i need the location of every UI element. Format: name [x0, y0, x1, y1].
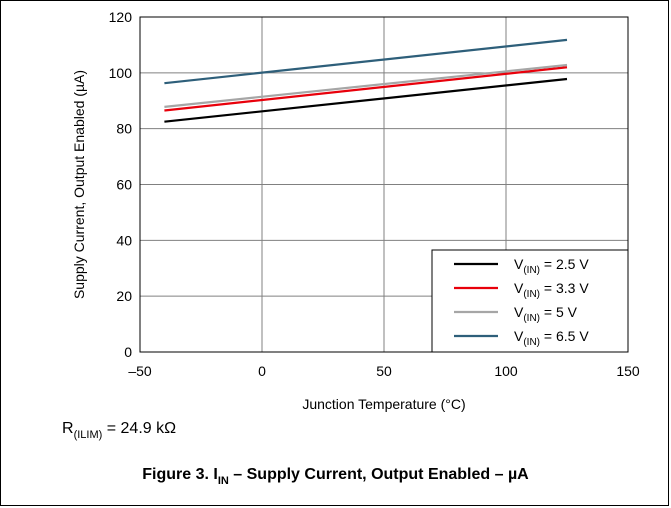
- caption-suffix: – Supply Current, Output Enabled – µA: [228, 466, 529, 483]
- y-tick-labels: 0 20 40 60 80 100 120: [109, 9, 133, 360]
- legend-label: V(IN) = 3.3 V: [514, 280, 589, 300]
- chart: –50 0 50 100 150 0 20 40 60 80 100 120 Junction Te…: [71, 9, 640, 412]
- note-symbol: R: [62, 420, 74, 437]
- y-tick-label: 20: [116, 288, 132, 304]
- y-tick-label: 120: [109, 9, 133, 25]
- legend-label: V(IN) = 5 V: [514, 304, 578, 324]
- series-line: [164, 63, 568, 108]
- caption-subscript: IN: [217, 475, 229, 487]
- legend-label: V(IN) = 6.5 V: [514, 328, 589, 348]
- y-tick-label: 0: [124, 344, 132, 360]
- x-tick-label: 50: [376, 363, 392, 379]
- legend: V(IN) = 2.5 V V(IN) = 3.3 V V(IN) = 5 V V(I…: [431, 249, 629, 353]
- x-tick-label: 100: [494, 363, 518, 379]
- note-subscript: (ILIM): [73, 429, 103, 441]
- series-line: [164, 77, 568, 123]
- figure-caption: Figure 3. IIN – Supply Current, Output E…: [0, 466, 671, 487]
- x-tick-label: 150: [616, 363, 640, 379]
- y-tick-label: 100: [109, 65, 133, 81]
- y-tick-label: 60: [116, 177, 132, 193]
- y-axis-title: Supply Current, Output Enabled (µA): [71, 70, 87, 299]
- x-tick-labels: –50 0 50 100 150: [128, 363, 640, 379]
- x-tick-label: 0: [258, 363, 266, 379]
- series-line: [164, 66, 568, 112]
- plot-area: [139, 16, 629, 353]
- caption-prefix: Figure 3. I: [142, 466, 218, 483]
- y-tick-label: 80: [116, 121, 132, 137]
- resistor-note: R(ILIM) = 24.9 kΩ: [62, 420, 177, 441]
- y-tick-label: 40: [116, 232, 132, 248]
- legend-label: V(IN) = 2.5 V: [514, 256, 589, 276]
- x-tick-label: –50: [128, 363, 152, 379]
- series-line: [164, 38, 568, 85]
- series-lines: [164, 38, 568, 123]
- note-value: = 24.9 kΩ: [102, 420, 177, 437]
- x-axis-title: Junction Temperature (°C): [302, 396, 465, 412]
